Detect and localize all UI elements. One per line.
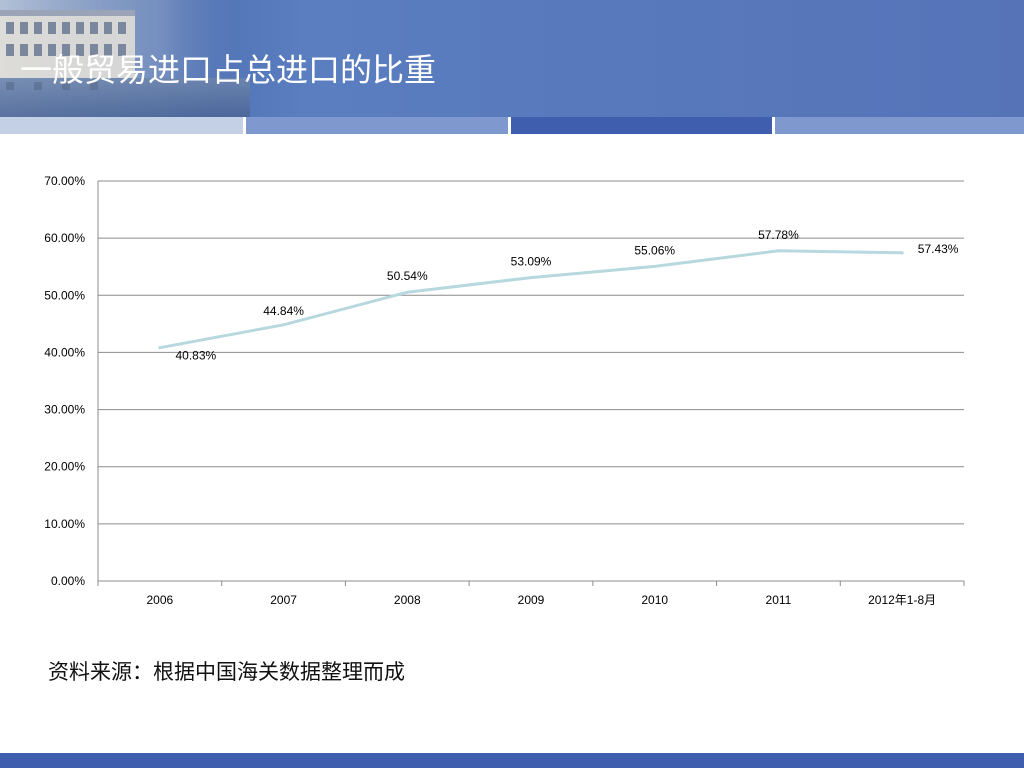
header-stripe-bar bbox=[0, 117, 1024, 134]
y-tick-label: 20.00% bbox=[44, 460, 85, 474]
stripe-segment-3 bbox=[511, 117, 772, 134]
y-tick-label: 40.00% bbox=[44, 345, 85, 359]
data-point bbox=[776, 249, 780, 253]
line-chart: 0.00% 10.00% 20.00% 30.00% 40.00% 50.00% 60.00… bbox=[44, 174, 965, 607]
x-tick-label: 2012年1-8月 bbox=[868, 593, 936, 607]
data-point bbox=[158, 346, 162, 350]
data-point bbox=[900, 251, 904, 255]
slide-header: 一般贸易进口占总进口的比重 bbox=[0, 0, 1024, 117]
data-label: 40.83% bbox=[176, 349, 217, 363]
data-point bbox=[282, 323, 286, 327]
data-label: 57.43% bbox=[918, 242, 959, 256]
y-tick-label: 70.00% bbox=[44, 174, 85, 188]
y-tick-label: 10.00% bbox=[44, 517, 85, 531]
stripe-segment-1 bbox=[0, 117, 243, 134]
data-label: 57.78% bbox=[758, 228, 799, 242]
x-tick-label: 2009 bbox=[518, 593, 545, 607]
data-point bbox=[405, 290, 409, 294]
data-label: 53.09% bbox=[511, 255, 552, 269]
footer-bar bbox=[0, 753, 1024, 768]
x-tick-label: 2006 bbox=[147, 593, 174, 607]
slide-title: 一般贸易进口占总进口的比重 bbox=[20, 51, 437, 89]
data-label: 50.54% bbox=[387, 269, 428, 283]
data-point bbox=[653, 264, 657, 268]
data-label: 44.84% bbox=[263, 304, 304, 318]
data-label: 55.06% bbox=[634, 243, 675, 257]
y-tick-label: 30.00% bbox=[44, 403, 85, 417]
campus-building-photo bbox=[0, 0, 250, 117]
x-tick-label: 2010 bbox=[641, 593, 668, 607]
x-tick-label: 2011 bbox=[766, 593, 792, 607]
source-note: 资料来源：根据中国海关数据整理而成 bbox=[48, 660, 405, 684]
x-tick-label: 2007 bbox=[270, 593, 297, 607]
y-tick-label: 50.00% bbox=[44, 288, 85, 302]
stripe-segment-2 bbox=[246, 117, 508, 134]
y-tick-label: 60.00% bbox=[44, 231, 85, 245]
data-point bbox=[529, 276, 533, 280]
y-tick-label: 0.00% bbox=[51, 574, 85, 588]
stripe-segment-4 bbox=[775, 117, 1024, 134]
x-tick-label: 2008 bbox=[394, 593, 421, 607]
